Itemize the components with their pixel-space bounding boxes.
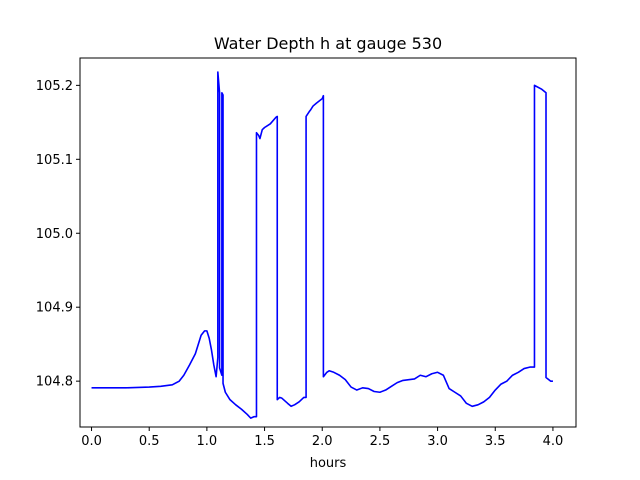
x-axis-label: hours [310, 456, 347, 471]
y-tick-label: 104.8 [36, 375, 73, 390]
x-tick-label: 4.0 [543, 434, 564, 449]
x-tick-label: 3.0 [427, 434, 448, 449]
x-tick-label: 1.0 [197, 434, 218, 449]
plot-area [91, 71, 553, 419]
y-axis: 104.8 104.9 105.0 105.1 105.2 [36, 79, 80, 390]
chart-title: Water Depth h at gauge 530 [214, 34, 442, 53]
x-tick-label: 0.5 [139, 434, 160, 449]
y-tick-label: 105.1 [36, 153, 73, 168]
x-tick-label: 2.0 [312, 434, 333, 449]
y-tick-label: 104.9 [36, 301, 73, 316]
series-line-0 [91, 71, 553, 419]
axes-frame [79, 57, 577, 428]
x-tick-label: 2.5 [370, 434, 391, 449]
y-tick-label: 105.2 [36, 79, 73, 94]
y-tick-label: 105.0 [36, 227, 73, 242]
x-tick-label: 1.5 [254, 434, 275, 449]
x-tick-label: 0.0 [81, 434, 102, 449]
x-tick-label: 3.5 [485, 434, 506, 449]
x-axis: 0.0 0.5 1.0 1.5 2.0 2.5 3.0 3.5 4.0 [81, 427, 563, 449]
